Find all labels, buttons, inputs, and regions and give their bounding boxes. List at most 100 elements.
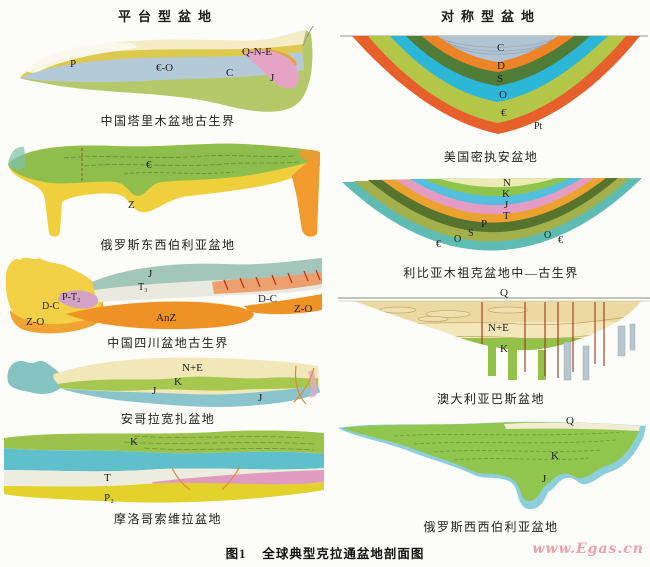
strat-label: D-C [258,293,277,305]
layer-cream [21,30,306,76]
gray-columns [563,323,636,381]
layer-green [58,376,318,391]
basin-caption: 中国四川盆地古生界 [107,336,229,350]
strat-label: € [146,159,152,171]
strat-label: K [502,188,510,200]
strata-line [83,161,300,167]
strata-lines [393,431,625,461]
basin-caption: 俄罗斯西西伯利亚盆地 [423,520,559,534]
eroded-patch [26,42,137,73]
hanging-green-columns [488,346,546,380]
layer-orange-corner [300,149,320,166]
strata-lines [123,435,315,451]
layer-orange-sliver [240,48,297,66]
left-column-header: 平台型盆地 [117,9,218,24]
teal-patch [8,146,26,171]
tarim-basin-section: P €-O C J Q-N-E [20,26,314,112]
murzuq-basin-section: N K J T P S O € O € [342,177,642,251]
strat-label: K [130,436,138,448]
layer-blue [60,386,320,407]
strat-label: Z [128,199,135,211]
strat-label: S [468,228,474,239]
strat-label: Q [500,287,508,299]
strat-label: P [70,58,76,70]
strat-label: €-O [156,62,173,74]
watermark: www.Egas.cn [532,541,644,557]
strat-label: Z-O [294,303,312,315]
layer-teal-top [92,258,322,290]
east-siberia-basin-section: € Z [8,143,320,237]
strat-label: Pt [534,121,543,132]
strat-label: J [258,392,263,404]
basin-body [354,301,641,351]
strat-label: C [226,67,233,79]
laminations [441,38,555,55]
layer-carboniferous [438,36,558,62]
layer-green [4,430,324,454]
bass-basin-section: Q N+E K [338,287,650,381]
strat-label: Q-N-E [242,46,272,58]
strat-label: J [542,473,547,485]
strat-label: P₂ [104,492,114,504]
strat-label: D-C [42,301,60,312]
strata-line [123,171,235,175]
layer-pink [244,50,299,89]
layer-orange [292,154,320,237]
west-siberia-basin-section: Q K J [338,415,646,510]
layer-yellow [20,42,303,78]
strat-label: € [436,239,441,250]
strat-label: P [481,218,487,230]
layer-yellow-left [5,257,104,327]
strat-label: K [551,450,559,462]
basin-caption: 安哥拉宽扎盆地 [120,412,216,426]
layer-anz-orange [66,301,254,330]
strat-label: P-T₂ [62,292,81,303]
basin-caption: 摩洛哥索维拉盆地 [113,512,222,526]
layer-cyan [4,448,324,472]
layer-faulted-band [212,270,322,294]
layer-cretaceous-green [342,421,640,502]
basin-caption: 澳大利亚巴斯盆地 [436,392,545,406]
fault-curve [221,465,241,491]
strat-label: J [270,72,275,84]
layer-blue-gray [20,50,304,83]
michigan-basin-section: C D S O € Pt [340,35,648,134]
strat-label: T [104,472,111,484]
strat-label: O [499,89,507,101]
figure-title: 全球典型克拉通盆地剖面图 [262,547,425,561]
strat-label: € [501,107,507,119]
strat-label: AnZ [156,312,176,324]
fault-line [302,26,314,47]
basin-caption: 美国密执安盆地 [443,150,539,164]
basin-caption: 利比亚木祖克盆地中—古生界 [403,266,579,280]
layer-quaternary-cream [504,422,640,431]
strat-label: N+E [488,322,509,334]
figure-caption: 图1 全球典型克拉通盆地剖面图 [0,543,650,562]
strat-label: N+E [182,362,203,374]
strat-label: S [497,73,503,85]
strat-label: J [504,199,509,211]
fault-curve [294,365,307,405]
strat-label: O [454,234,461,245]
strat-label: D [497,60,505,72]
layer-blue-left [7,360,64,394]
layer-yellow [4,482,324,503]
strat-label: J [148,268,153,280]
sichuan-basin-section: J T₃ P-T₂ D-C AnZ D-C Z-O Z-O [5,257,322,334]
layer-pink-patch [58,290,98,309]
fault-lines [481,302,605,378]
strat-label: K [500,343,508,355]
figure-number: 图1 [225,547,247,561]
strat-label: T₃ [138,282,148,293]
strat-label: O [544,230,551,241]
fault-curve [293,367,315,403]
layer-neogene [440,178,556,188]
strat-label: T [503,210,510,222]
kwanza-basin-section: N+E K J J [7,357,320,407]
strat-label: Q [566,415,574,427]
fault-curve [171,467,191,491]
layer-pink-edge [308,370,317,398]
strat-label: Z-O [26,316,44,328]
strat-label: N [503,177,511,189]
